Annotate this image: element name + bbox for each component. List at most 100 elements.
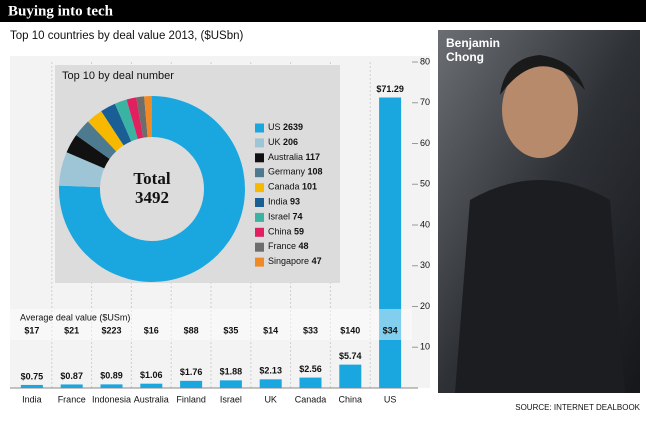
legend-value: 47 [312,256,322,266]
value-label: $5.74 [339,351,362,361]
bar [140,383,163,388]
legend-value: 48 [299,242,309,252]
bar-title: Top 10 countries by deal value 2013, ($U… [10,30,244,42]
legend-name: Canada [268,182,300,192]
value-label: $0.87 [60,371,83,381]
average-value: $17 [24,325,39,335]
average-value: $21 [64,325,79,335]
x-tick-label: India [22,394,42,404]
legend-name: Israel [268,212,290,222]
legend-entry: Israel 74 [268,212,303,222]
pie-slice [126,97,144,139]
bar [20,384,43,388]
center-label: Total [133,169,170,188]
legend-swatch [255,227,264,237]
average-title: Average deal value ($USm) [20,312,130,322]
legend-value: 108 [308,167,323,177]
legend-value: 2639 [283,122,303,132]
legend-value: 117 [306,152,321,162]
bar [299,377,322,388]
legend-value: 206 [283,137,298,147]
average-value: $223 [101,325,121,335]
y-tick-label: 40 [420,219,430,229]
y-tick-label: 80 [420,56,430,66]
legend-swatch [255,168,264,178]
x-tick-label: UK [264,394,277,404]
legend-entry: Canada 101 [268,182,317,192]
average-value: $16 [144,325,159,335]
pie-slice [58,96,245,283]
x-tick-label: China [339,394,363,404]
legend-swatch [255,183,264,193]
y-tick-label: 70 [420,97,430,107]
legend-swatch [255,212,264,222]
value-label: $1.06 [140,370,163,380]
source: SOURCE: INTERNET DEALBOOK [515,403,640,412]
x-tick-label: Indonesia [92,394,131,404]
y-tick-label: 20 [420,301,430,311]
average-value: $14 [263,325,278,335]
header-title: Buying into tech [8,3,114,19]
photo-hair [500,55,585,95]
pie-slice [87,111,124,152]
bar [339,364,362,388]
pie-slice [114,99,138,142]
legend-name: Singapore [268,256,309,266]
legend-name: Australia [268,152,303,162]
value-label: $0.75 [21,371,44,381]
legend-swatch [255,198,264,207]
bar [259,379,282,388]
bar [180,380,203,388]
x-tick-label: France [58,394,86,404]
legend-entry: Singapore 47 [268,256,322,266]
average-band [10,309,412,340]
x-tick-label: Israel [220,394,242,404]
legend-name: Germany [268,167,306,177]
pie-slice [101,103,132,146]
pie-title: Top 10 by deal number [62,70,174,82]
average-value: $88 [184,325,199,335]
value-label: $2.13 [259,366,282,376]
legend-entry: France 48 [268,242,309,252]
legend-name: US [268,122,281,132]
average-value: $34 [383,325,398,335]
value-label: $1.76 [180,367,203,377]
photo-face [502,62,578,158]
bar [379,97,402,388]
pie-slice [66,135,110,169]
bar [219,380,242,388]
legend-value: 93 [290,197,300,207]
legend-value: 74 [293,212,303,222]
legend-entry: India 93 [268,197,300,207]
pie-slice [76,121,117,159]
pie-slice [59,152,105,188]
center-total: 3492 [135,188,169,207]
value-label: $1.88 [220,367,243,377]
legend-entry: Germany 108 [268,167,323,177]
legend-name: India [268,197,288,207]
x-tick-label: Australia [134,394,169,404]
average-value: $140 [340,325,360,335]
legend-name: China [268,227,292,237]
legend-value: 59 [294,227,304,237]
x-tick-label: Canada [295,394,327,404]
legend-swatch [255,257,264,267]
bar [100,384,123,388]
photo-body [455,180,625,393]
y-tick-label: 50 [420,179,430,189]
legend-name: UK [268,137,281,147]
value-label: $2.56 [299,364,322,374]
legend-value: 101 [302,182,317,192]
y-tick-label: 30 [420,260,430,270]
x-tick-label: Finland [176,394,206,404]
y-tick-label: 60 [420,138,430,148]
legend-swatch [255,138,264,148]
legend-entry: UK 206 [268,137,298,147]
legend-entry: Australia 117 [268,152,320,162]
x-tick-label: US [384,394,397,404]
legend-name: France [268,242,296,252]
average-value: $33 [303,325,318,335]
value-label: $0.89 [100,371,123,381]
